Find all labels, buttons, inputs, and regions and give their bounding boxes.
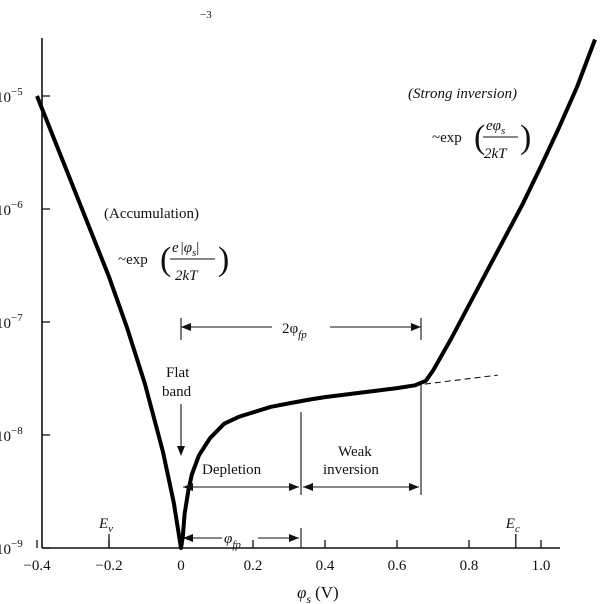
y-tick-label: 10−6 [0, 199, 23, 219]
two-phi-fp-arrow-left [181, 323, 191, 331]
accumulation-exp: ~exp [118, 252, 148, 268]
accumulation-label: (Accumulation) [104, 206, 199, 222]
x-tick-label: 0.8 [460, 558, 479, 574]
phi-fp-label: φfp [224, 531, 241, 551]
weak-inversion-line1: Weak [338, 444, 372, 460]
phi-fp-arrow-right [289, 534, 299, 542]
x-tick-label: −0.4 [23, 558, 51, 574]
strong-inversion-label: (Strong inversion) [408, 86, 517, 102]
two-phi-fp-arrow-right [411, 323, 421, 331]
two-phi-fp-label: 2φfp [282, 321, 307, 341]
x-tick-label: 0.6 [388, 558, 407, 574]
accumulation-lparen: ( [160, 241, 171, 278]
strong-inversion-num: eφs [486, 118, 505, 137]
depletion-arrow-right [289, 483, 299, 491]
flat-band-line1: Flat [166, 365, 190, 381]
y-tick-label: 10−8 [0, 425, 23, 445]
charge-curve [35, 38, 597, 550]
y-tick-label: 10−5 [0, 86, 23, 106]
x-axis-label: φs (V) [297, 583, 339, 604]
accumulation-num: e |φs| [172, 240, 199, 259]
accumulation-den: 2kT [175, 268, 199, 284]
y-tick-label: 10−7 [0, 312, 23, 332]
flat-band-line2: band [162, 384, 192, 400]
x-tick-label: 0 [177, 558, 185, 574]
accumulation-rparen: ) [218, 241, 229, 278]
strong-inversion-exp: ~exp [432, 130, 462, 146]
x-tick-label: 0.2 [244, 558, 263, 574]
strong-inversion-lparen: ( [474, 119, 485, 156]
x-tick-label: −0.2 [95, 558, 122, 574]
depletion-arrow-left [183, 483, 193, 491]
weak-inversion-extrapolation [414, 374, 498, 386]
energy-markers: Ev Ec [98, 516, 520, 548]
x-tick-label: 1.0 [532, 558, 551, 574]
energy-marker-label-v: Ev [98, 516, 113, 535]
top-fragment: −3 [200, 9, 212, 21]
strong-inversion-den: 2kT [484, 146, 508, 162]
weak-inversion-line2: inversion [323, 462, 379, 478]
flat-band-arrowhead [177, 446, 185, 456]
strong-inversion-rparen: ) [520, 119, 531, 156]
x-tick-label: 0.4 [316, 558, 335, 574]
y-tick-label: 10−9 [0, 538, 23, 558]
depletion-label: Depletion [202, 462, 262, 478]
weak-inversion-arrow-right [409, 483, 419, 491]
phi-fp-arrow-left [183, 534, 193, 542]
weak-inversion-arrow-left [303, 483, 313, 491]
y-ticks: 10−9 10−8 10−7 10−6 10−5 [0, 86, 50, 558]
energy-marker-label-c: Ec [505, 516, 520, 535]
x-ticks: −0.4 −0.2 0 0.2 0.4 0.6 0.8 1.0 [23, 540, 550, 574]
